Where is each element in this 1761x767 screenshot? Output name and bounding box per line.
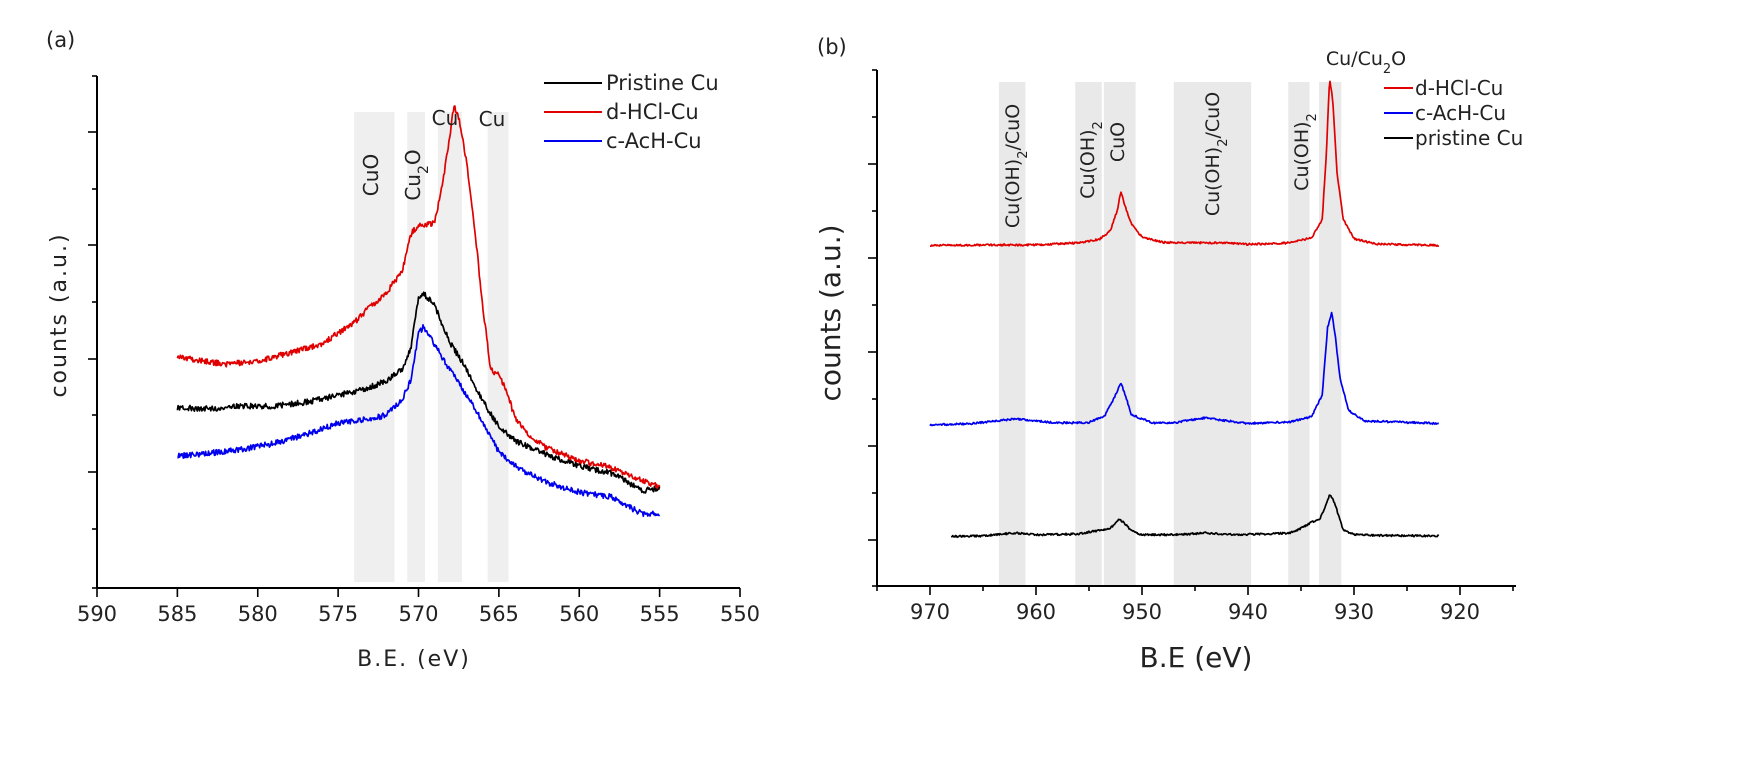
x-tick-label-970: 970 — [910, 600, 950, 624]
panel-a-label: (a) — [46, 28, 75, 52]
panel-b-band-label-cu-cu2o: Cu/Cu2O — [1326, 48, 1406, 77]
x-tick-label-950: 950 — [1122, 600, 1162, 624]
band-cuo-0 — [354, 112, 395, 582]
legend-label-pristine-cu: Pristine Cu — [606, 71, 719, 95]
panel-b-band-label-cuoh2-2: Cu(OH)2 — [1291, 113, 1320, 191]
panel-b-bands — [998, 82, 1342, 586]
x-tick-label-590: 590 — [77, 602, 117, 626]
panel-a-legend: Pristine Cu d-HCl-Cu c-AcH-Cu — [544, 71, 719, 153]
panel-a-band-label-cuo: CuO — [359, 154, 383, 196]
x-tick-label-920: 920 — [1440, 600, 1480, 624]
panel-b-legend: d-HCl-Cu c-AcH-Cu pristine Cu — [1384, 76, 1523, 150]
x-tick-label-580: 580 — [238, 602, 278, 626]
panel-b-band-label-cuo: CuO — [1107, 122, 1129, 162]
panel-a-band-label-cu-2: Cu — [479, 107, 506, 131]
x-tick-label-940: 940 — [1228, 600, 1268, 624]
series-line-d-hcl-cu — [176, 105, 661, 490]
band-cu-2 — [437, 112, 462, 582]
panel-a-y-ticks — [88, 75, 97, 589]
x-tick-label-570: 570 — [398, 602, 438, 626]
x-tick-label-550: 550 — [720, 602, 760, 626]
x-tick-label-930: 930 — [1334, 600, 1374, 624]
series-line-pristine-cu — [950, 494, 1440, 539]
panel-a-series — [176, 105, 661, 518]
panel-b-band-label-cuoh2-cuo-1: Cu(OH)2/CuO — [1002, 104, 1031, 228]
panel-b-label: (b) — [817, 35, 847, 59]
legend-label-b-d-hcl-cu: d-HCl-Cu — [1415, 76, 1503, 100]
x-tick-label-585: 585 — [157, 602, 197, 626]
panel-a-band-label-cu2o: Cu2O — [401, 149, 432, 200]
panel-b-series — [929, 80, 1440, 539]
legend-label-b-c-ach-cu: c-AcH-Cu — [1415, 101, 1506, 125]
x-tick-label-565: 565 — [479, 602, 519, 626]
x-tick-label-560: 560 — [559, 602, 599, 626]
legend-label-d-hcl-cu: d-HCl-Cu — [606, 100, 699, 124]
band-cuo-2 — [1103, 82, 1136, 586]
series-line-pristine-cu — [176, 291, 661, 494]
x-tick-label-575: 575 — [318, 602, 358, 626]
band-cu-oh-2-cuo-3 — [1173, 82, 1252, 586]
panel-a-y-axis-label: counts (a.u.) — [47, 232, 72, 397]
legend-label-b-pristine-cu: pristine Cu — [1415, 126, 1523, 150]
panel-b-x-ticks: 970 960 950 940 930 920 — [876, 586, 1514, 624]
x-tick-label-960: 960 — [1016, 600, 1056, 624]
panel-a-x-ticks: 590 585 580 575 570 565 560 555 550 — [77, 588, 760, 626]
series-line-c-ach-cu — [929, 311, 1439, 427]
series-line-c-ach-cu — [177, 324, 661, 518]
panel-a-x-axis-label: B.E. (eV) — [357, 647, 471, 672]
legend-label-c-ach-cu: c-AcH-Cu — [606, 129, 702, 153]
band-cu-3 — [487, 112, 509, 582]
panel-b-y-axis-label: counts (a.u.) — [814, 224, 847, 401]
panel-a-band-label-cu-1: Cu — [432, 106, 459, 130]
panel-a: (a) 590 585 580 575 570 565 560 555 550 CuO Cu2O… — [46, 28, 760, 672]
band-cu-oh-2-4 — [1288, 82, 1310, 586]
band-cu-oh-2-cuo-0 — [998, 82, 1026, 586]
band-cu-oh-2-1 — [1075, 82, 1102, 586]
x-tick-label-555: 555 — [640, 602, 680, 626]
band-cu-cu2o-5 — [1319, 82, 1342, 586]
series-line-d-hcl-cu — [929, 80, 1440, 248]
panel-b-x-axis-label: B.E (eV) — [1140, 641, 1253, 674]
panel-b-y-ticks — [868, 69, 877, 587]
panel-b: (b) 970 960 950 940 930 920 Cu(OH)2/CuO Cu(OH… — [814, 35, 1523, 674]
